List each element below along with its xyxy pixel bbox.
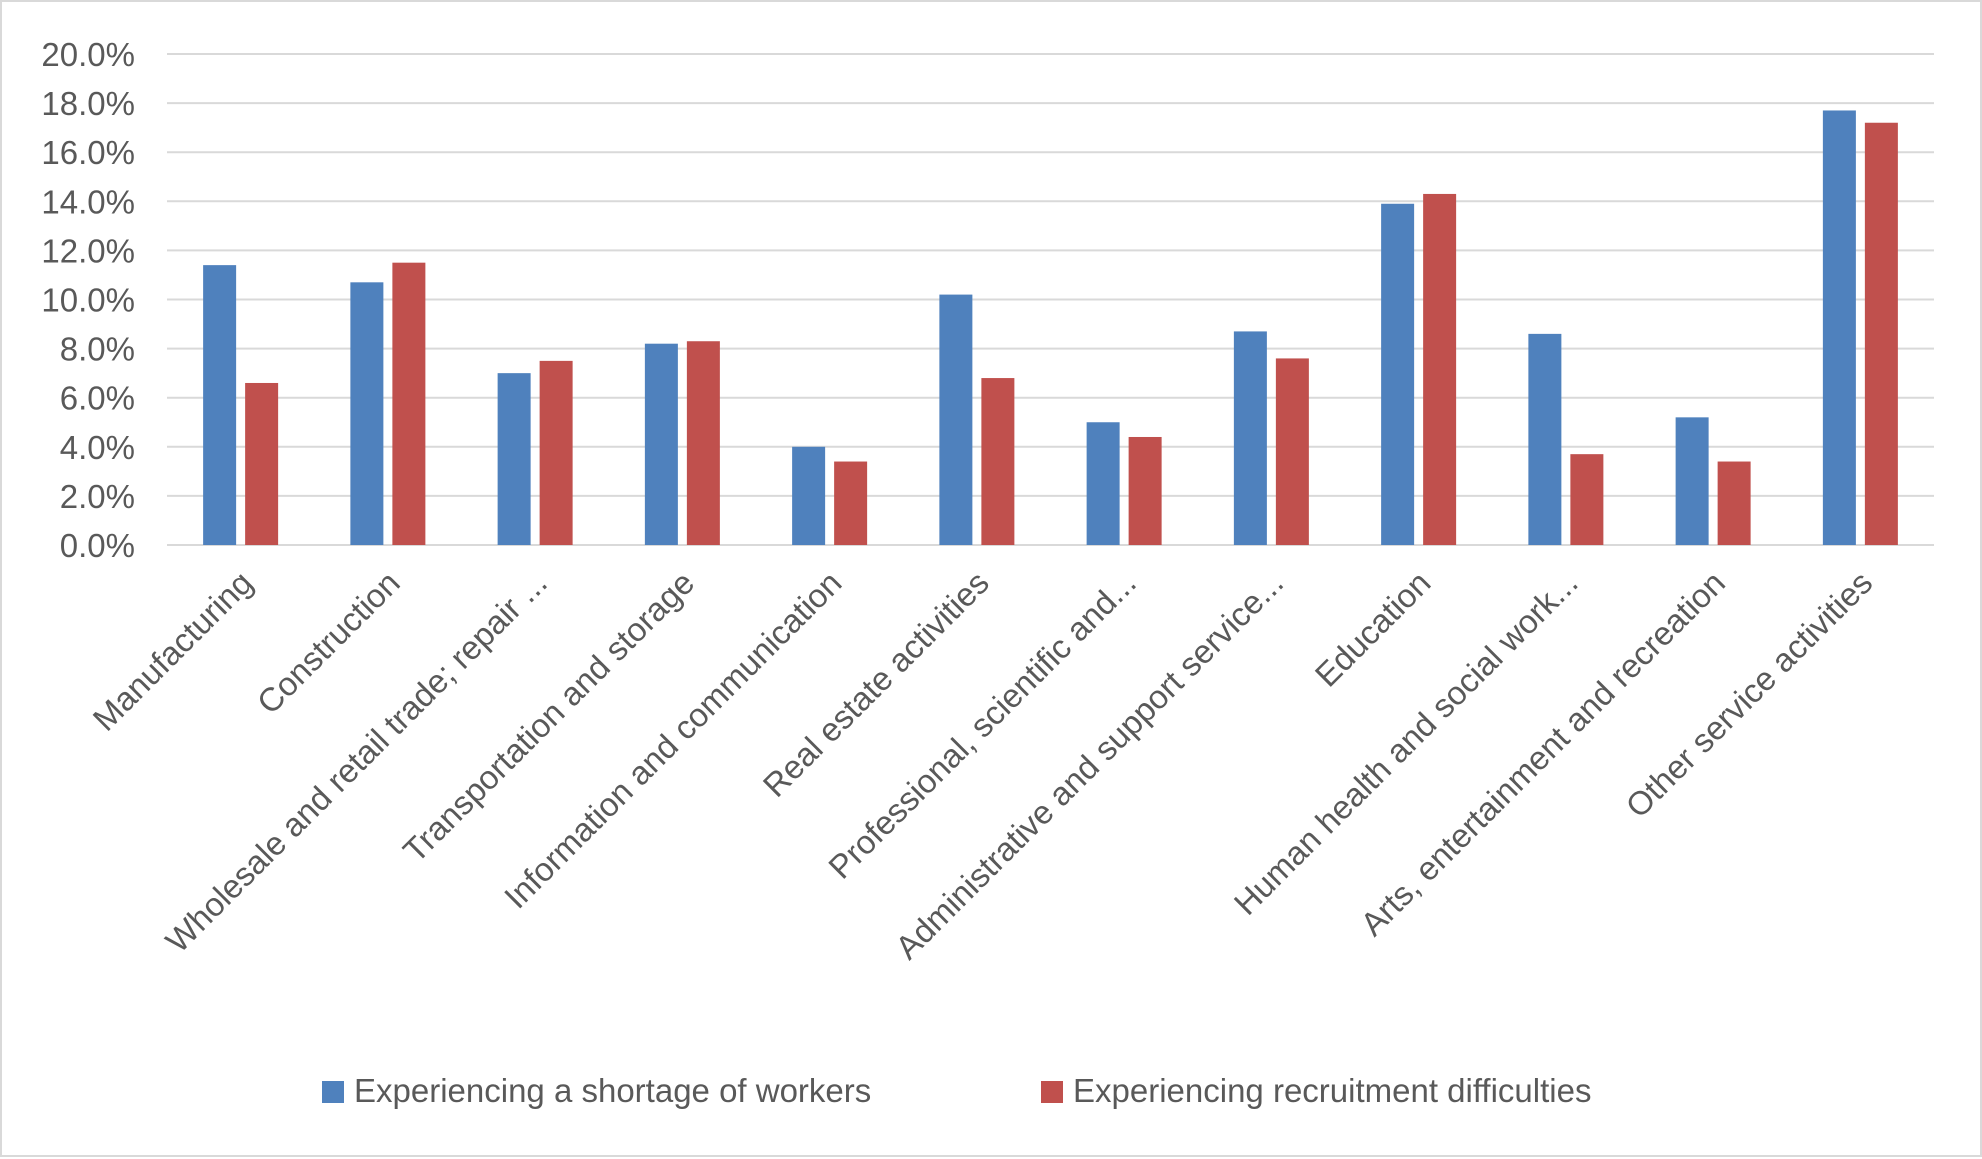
bar-recruitment bbox=[1423, 193, 1457, 545]
bar-shortage bbox=[1233, 331, 1267, 545]
y-tick-label: 8.0% bbox=[60, 331, 135, 368]
category-label: Construction bbox=[250, 564, 407, 721]
bar-recruitment bbox=[1864, 122, 1898, 546]
y-tick-label: 2.0% bbox=[60, 478, 135, 515]
bar-recruitment bbox=[1275, 358, 1309, 545]
legend-swatch-recruitment bbox=[1041, 1081, 1063, 1103]
y-axis-ticks: 0.0% 2.0% 4.0% 6.0% 8.0% 10.0% 12.0% 14.0% 16.0%… bbox=[41, 36, 135, 564]
bar-recruitment bbox=[392, 262, 426, 545]
bar-recruitment bbox=[539, 360, 573, 545]
legend-label-recruitment: Experiencing recruitment difficulties bbox=[1073, 1072, 1591, 1109]
bar-shortage bbox=[1822, 110, 1856, 545]
bar-recruitment bbox=[834, 461, 868, 545]
y-tick-label: 10.0% bbox=[41, 282, 135, 319]
legend-label-shortage: Experiencing a shortage of workers bbox=[354, 1072, 871, 1109]
bar-shortage bbox=[350, 282, 384, 545]
bar-shortage bbox=[497, 373, 531, 545]
bar-shortage bbox=[203, 265, 237, 545]
y-tick-label: 16.0% bbox=[41, 134, 135, 171]
bar-shortage bbox=[1675, 417, 1709, 545]
bar-recruitment bbox=[1717, 461, 1751, 545]
bar-recruitment bbox=[686, 341, 720, 545]
category-label: Education bbox=[1308, 564, 1438, 694]
y-tick-label: 12.0% bbox=[41, 232, 135, 269]
bar-shortage bbox=[939, 294, 973, 545]
bar-recruitment bbox=[1570, 454, 1604, 545]
y-tick-label: 14.0% bbox=[41, 183, 135, 220]
category-label: Other service activities bbox=[1618, 564, 1879, 825]
y-tick-label: 20.0% bbox=[41, 36, 135, 73]
bar-shortage bbox=[792, 446, 826, 545]
category-label: Professional, scientific and... bbox=[821, 564, 1143, 886]
y-tick-label: 6.0% bbox=[60, 380, 135, 417]
y-tick-label: 0.0% bbox=[60, 527, 135, 564]
bar-shortage bbox=[644, 343, 678, 545]
bar-recruitment bbox=[1128, 436, 1162, 545]
category-label: Manufacturing bbox=[86, 564, 260, 738]
bar-recruitment bbox=[981, 378, 1015, 545]
legend-swatch-shortage bbox=[322, 1081, 344, 1103]
y-tick-label: 4.0% bbox=[60, 429, 135, 466]
category-label: Transportation and storage bbox=[396, 564, 701, 869]
bar-shortage bbox=[1086, 422, 1120, 545]
legend: Experiencing a shortage of workers Exper… bbox=[322, 1072, 1591, 1109]
bar-recruitment bbox=[245, 382, 279, 545]
bar-shortage bbox=[1381, 203, 1415, 545]
bar-shortage bbox=[1528, 333, 1562, 545]
bars bbox=[203, 110, 1898, 546]
y-tick-label: 18.0% bbox=[41, 85, 135, 122]
gridlines bbox=[167, 53, 1934, 546]
